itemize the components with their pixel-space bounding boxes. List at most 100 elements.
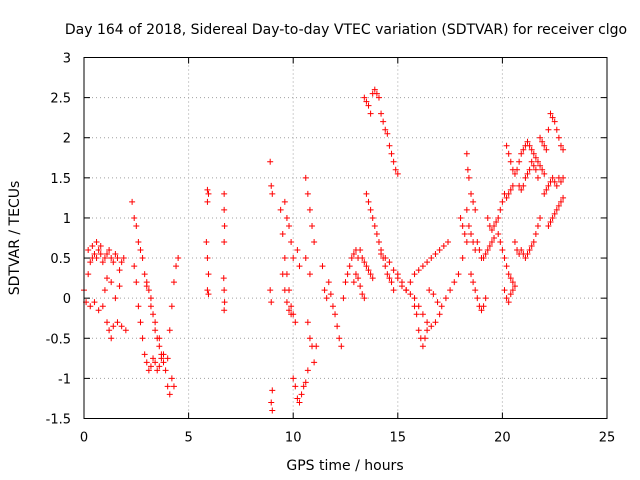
data-point: [268, 299, 275, 306]
data-point: [463, 150, 470, 157]
data-point: [547, 218, 554, 225]
data-point: [480, 303, 487, 310]
data-point: [394, 170, 401, 177]
data-point: [495, 214, 502, 221]
data-point: [170, 383, 177, 390]
data-point: [459, 255, 466, 262]
data-point: [457, 214, 464, 221]
data-point: [371, 86, 378, 93]
data-point: [419, 343, 426, 350]
data-point: [407, 279, 414, 286]
data-point: [407, 291, 414, 298]
y-tick-label: 1: [63, 212, 71, 227]
data-point: [392, 166, 399, 173]
data-point: [135, 239, 142, 246]
data-point: [476, 247, 483, 254]
data-point: [503, 142, 510, 149]
data-point: [524, 138, 531, 145]
data-point: [95, 247, 102, 254]
data-point: [424, 259, 431, 266]
y-tick-label: 2.5: [50, 92, 71, 107]
data-point: [147, 295, 154, 302]
data-point: [131, 214, 138, 221]
data-point: [557, 198, 564, 205]
data-point: [415, 267, 422, 274]
data-point: [509, 287, 516, 294]
data-point: [447, 287, 454, 294]
data-point: [158, 355, 165, 362]
data-point: [154, 367, 161, 374]
data-point: [292, 319, 299, 326]
data-point: [302, 255, 309, 262]
data-point: [545, 222, 552, 229]
data-point: [491, 222, 498, 229]
data-point: [344, 271, 351, 278]
data-point: [398, 279, 405, 286]
data-point: [526, 166, 533, 173]
data-point: [390, 158, 397, 165]
data-point: [480, 255, 487, 262]
plot-frame: [83, 57, 608, 419]
data-point: [509, 182, 516, 189]
data-point: [384, 130, 391, 137]
data-point: [129, 198, 136, 205]
data-point: [104, 319, 111, 326]
data-point: [147, 303, 154, 310]
data-point: [499, 198, 506, 205]
data-point: [302, 174, 309, 181]
data-point: [386, 259, 393, 266]
data-point: [530, 162, 537, 169]
data-point: [116, 283, 123, 290]
data-point: [465, 222, 472, 229]
data-point: [367, 110, 374, 117]
data-point: [93, 239, 100, 246]
data-point: [269, 407, 276, 414]
data-point: [384, 271, 391, 278]
data-point: [137, 319, 144, 326]
data-point: [152, 359, 159, 366]
data-point: [365, 198, 372, 205]
data-point: [411, 295, 418, 302]
data-point: [164, 355, 171, 362]
data-point: [488, 226, 495, 233]
data-point: [442, 295, 449, 302]
data-point: [294, 247, 301, 254]
y-tick-label: -1.5: [46, 413, 71, 428]
data-point: [472, 206, 479, 213]
data-point: [465, 174, 472, 181]
data-point: [511, 283, 518, 290]
data-point: [463, 206, 470, 213]
data-point: [359, 291, 366, 298]
data-point: [296, 263, 303, 270]
data-point: [484, 247, 491, 254]
data-point: [304, 190, 311, 197]
data-point: [394, 271, 401, 278]
data-point: [101, 255, 108, 262]
data-point: [468, 271, 475, 278]
data-point: [549, 214, 556, 221]
data-point: [152, 319, 159, 326]
data-point: [555, 134, 562, 141]
data-point: [141, 351, 148, 358]
data-point: [534, 174, 541, 181]
data-point: [152, 327, 159, 334]
data-point: [522, 255, 529, 262]
data-point: [104, 251, 111, 258]
data-point: [518, 247, 525, 254]
data-point: [511, 170, 518, 177]
data-point: [290, 375, 297, 382]
data-point: [488, 239, 495, 246]
data-point: [269, 190, 276, 197]
data-point: [268, 182, 275, 189]
data-point: [386, 275, 393, 282]
data-point: [221, 299, 228, 306]
data-point: [205, 190, 212, 197]
data-point: [451, 279, 458, 286]
data-point: [359, 255, 366, 262]
data-point: [323, 295, 330, 302]
data-point: [170, 279, 177, 286]
data-point: [468, 230, 475, 237]
data-point: [545, 182, 552, 189]
x-tick-label: 0: [80, 431, 88, 446]
